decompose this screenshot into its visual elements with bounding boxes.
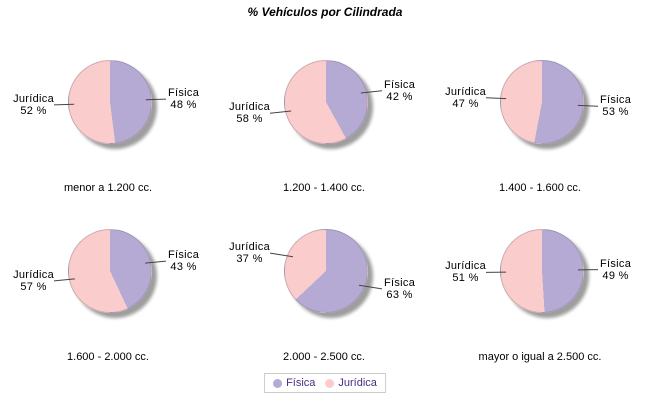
category-label: mayor o igual a 2.500 cc. bbox=[478, 351, 602, 363]
pie bbox=[500, 229, 584, 313]
slice-percent: 49 % bbox=[602, 269, 629, 282]
pie bbox=[68, 229, 152, 313]
pie-chart-cell: Física 48 % Jurídica 52 % menor a 1.200 … bbox=[0, 40, 216, 194]
slice-name: Jurídica bbox=[229, 241, 270, 254]
pie-chart-cell: Física 49 % Jurídica 51 % mayor o igual … bbox=[432, 209, 648, 363]
slice-percent: 63 % bbox=[386, 288, 413, 301]
pie bbox=[68, 60, 152, 144]
slice-name: Física bbox=[600, 257, 632, 270]
slice-name: Jurídica bbox=[445, 260, 486, 273]
pie-area: Física 63 % Jurídica 37 % bbox=[216, 209, 432, 349]
pie-chart-cell: Física 43 % Jurídica 57 % 1.600 - 2.000 … bbox=[0, 209, 216, 363]
slice-name: Física bbox=[600, 94, 632, 107]
slice-percent: 58 % bbox=[236, 113, 263, 126]
slice-name: Física bbox=[168, 87, 200, 100]
slice-name: Jurídica bbox=[445, 85, 486, 98]
legend-item-fisica: Física bbox=[273, 377, 315, 389]
juridica-slice-label: Jurídica 58 % bbox=[229, 101, 270, 125]
pie-area: Física 53 % Jurídica 47 % bbox=[432, 40, 648, 180]
juridica-slice-label: Jurídica 52 % bbox=[13, 93, 54, 117]
slice-name: Jurídica bbox=[13, 268, 54, 281]
legend: Física Jurídica bbox=[264, 373, 386, 393]
slice-name: Física bbox=[168, 249, 200, 262]
legend-label: Física bbox=[286, 377, 316, 389]
slice-percent: 52 % bbox=[20, 104, 47, 117]
slice-name: Jurídica bbox=[13, 92, 54, 105]
pie-area: Física 49 % Jurídica 51 % bbox=[432, 209, 648, 349]
slice-percent: 42 % bbox=[386, 90, 413, 103]
juridica-swatch-icon bbox=[325, 378, 335, 388]
pie bbox=[284, 60, 368, 144]
slice-name: Jurídica bbox=[229, 101, 270, 114]
pie-area: Física 43 % Jurídica 57 % bbox=[0, 209, 216, 349]
fisica-slice-label: Física 43 % bbox=[168, 249, 199, 273]
slice-percent: 57 % bbox=[20, 280, 47, 293]
slice-percent: 37 % bbox=[236, 253, 263, 266]
legend-label: Jurídica bbox=[338, 377, 377, 389]
slice-percent: 51 % bbox=[452, 272, 479, 285]
pie-area: Física 48 % Jurídica 52 % bbox=[0, 40, 216, 180]
pie-chart-cell: Física 63 % Jurídica 37 % 2.000 - 2.500 … bbox=[216, 209, 432, 363]
slice-name: Física bbox=[384, 276, 416, 289]
slice-percent: 48 % bbox=[170, 99, 197, 112]
slice-percent: 53 % bbox=[602, 106, 629, 119]
pie-area: Física 42 % Jurídica 58 % bbox=[216, 40, 432, 180]
category-label: menor a 1.200 cc. bbox=[63, 182, 153, 194]
category-label: 1.200 - 1.400 cc. bbox=[283, 182, 365, 194]
slice-name: Física bbox=[384, 78, 416, 91]
category-label: 1.600 - 2.000 cc. bbox=[67, 351, 149, 363]
category-label: 2.000 - 2.500 cc. bbox=[283, 351, 365, 363]
pie-grid: Física 48 % Jurídica 52 % menor a 1.200 … bbox=[0, 40, 648, 363]
slice-percent: 47 % bbox=[452, 97, 479, 110]
fisica-slice-label: Física 42 % bbox=[384, 79, 415, 103]
chart-title: % Vehículos por Cilindrada bbox=[247, 5, 403, 19]
fisica-slice-label: Física 49 % bbox=[600, 258, 631, 282]
fisica-slice-label: Física 53 % bbox=[600, 94, 631, 118]
legend-item-juridica: Jurídica bbox=[325, 377, 377, 389]
juridica-slice-label: Jurídica 51 % bbox=[445, 260, 486, 284]
juridica-slice-label: Jurídica 37 % bbox=[229, 241, 270, 265]
pie-chart-cell: Física 42 % Jurídica 58 % 1.200 - 1.400 … bbox=[216, 40, 432, 194]
fisica-slice-label: Física 48 % bbox=[168, 87, 199, 111]
slice-percent: 43 % bbox=[170, 261, 197, 274]
category-label: 1.400 - 1.600 cc. bbox=[499, 182, 581, 194]
fisica-slice-label: Física 63 % bbox=[384, 277, 415, 301]
fisica-swatch-icon bbox=[273, 378, 283, 388]
pie-chart-cell: Física 53 % Jurídica 47 % 1.400 - 1.600 … bbox=[432, 40, 648, 194]
pie bbox=[500, 60, 584, 144]
juridica-slice-label: Jurídica 57 % bbox=[13, 269, 54, 293]
pie bbox=[284, 229, 368, 313]
juridica-slice-label: Jurídica 47 % bbox=[445, 86, 486, 110]
